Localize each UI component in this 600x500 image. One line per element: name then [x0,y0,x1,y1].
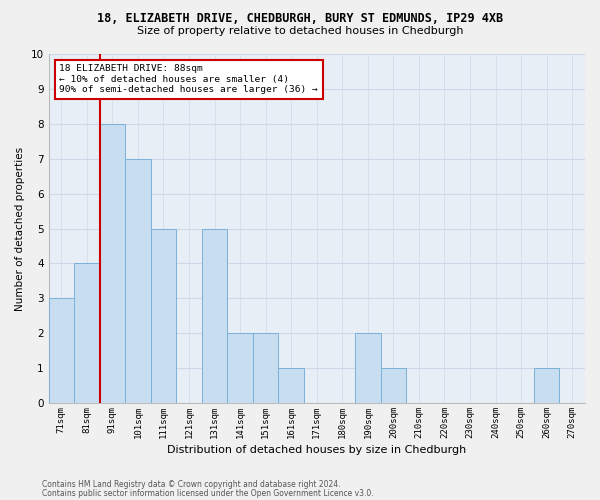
Bar [202,228,227,403]
Text: Contains public sector information licensed under the Open Government Licence v3: Contains public sector information licen… [42,489,374,498]
Text: Contains HM Land Registry data © Crown copyright and database right 2024.: Contains HM Land Registry data © Crown c… [42,480,341,489]
Bar [151,228,176,403]
Bar [49,298,74,403]
Bar [74,264,100,403]
Bar [534,368,559,403]
Bar [253,333,278,403]
Text: Size of property relative to detached houses in Chedburgh: Size of property relative to detached ho… [137,26,463,36]
Bar [355,333,380,403]
Bar [100,124,125,403]
Bar [278,368,304,403]
X-axis label: Distribution of detached houses by size in Chedburgh: Distribution of detached houses by size … [167,445,466,455]
Y-axis label: Number of detached properties: Number of detached properties [15,146,25,310]
Bar [227,333,253,403]
Bar [125,158,151,403]
Text: 18, ELIZABETH DRIVE, CHEDBURGH, BURY ST EDMUNDS, IP29 4XB: 18, ELIZABETH DRIVE, CHEDBURGH, BURY ST … [97,12,503,26]
Text: 18 ELIZABETH DRIVE: 88sqm
← 10% of detached houses are smaller (4)
90% of semi-d: 18 ELIZABETH DRIVE: 88sqm ← 10% of detac… [59,64,318,94]
Bar [380,368,406,403]
